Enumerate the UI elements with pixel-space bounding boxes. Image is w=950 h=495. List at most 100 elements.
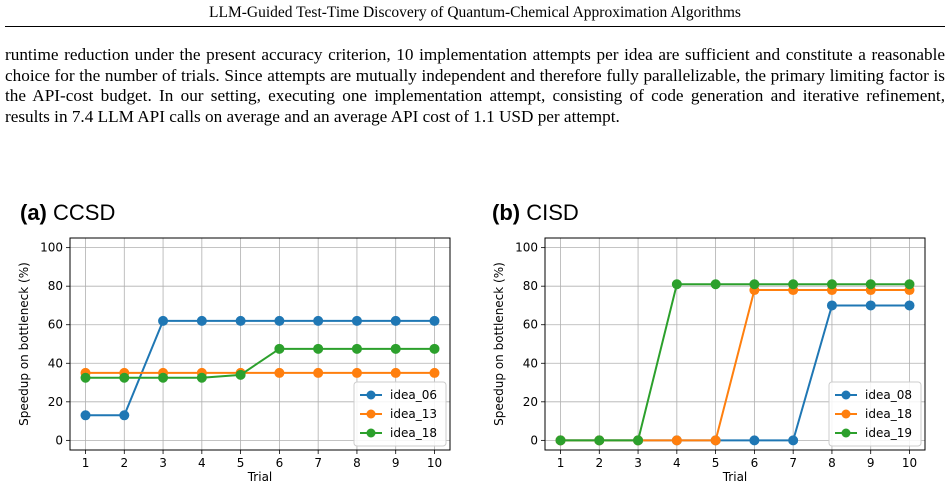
x-tick-label: 10 <box>902 456 917 470</box>
data-point-idea_18 <box>710 435 721 446</box>
data-point-idea_19 <box>633 435 644 446</box>
data-point-idea_19 <box>788 279 799 290</box>
legend-entry-label: idea_18 <box>390 426 437 440</box>
series-line-idea_06 <box>85 319 435 417</box>
data-point-idea_06 <box>119 410 130 421</box>
data-point-idea_18 <box>274 343 285 354</box>
legend: idea_08 idea_18 idea_19 <box>828 381 922 447</box>
plot-frame <box>69 237 451 451</box>
x-tick-label: 8 <box>828 456 836 470</box>
panel-a-label: (a) <box>20 200 47 225</box>
data-point-idea_06 <box>313 315 324 326</box>
y-axis-label: Speedup on bottleneck (%) <box>17 262 31 426</box>
legend-entry-label: idea_19 <box>865 426 912 440</box>
plot-frame <box>544 237 926 451</box>
y-tick-label: 80 <box>48 279 63 293</box>
y-tick-label: 20 <box>523 395 538 409</box>
header-rule <box>5 26 945 27</box>
x-tick-label: 1 <box>82 456 90 470</box>
x-tick-label: 1 <box>557 456 565 470</box>
y-tick-label: 40 <box>48 356 63 370</box>
data-point-idea_06 <box>429 315 440 326</box>
data-point-idea_08 <box>749 435 760 446</box>
y-axis-label: Speedup on bottleneck (%) <box>492 262 506 426</box>
x-tick-label: 5 <box>237 456 245 470</box>
data-point-idea_06 <box>274 315 285 326</box>
x-tick-label: 9 <box>867 456 875 470</box>
data-point-idea_06 <box>390 315 401 326</box>
legend-box <box>353 381 447 447</box>
body-paragraph: runtime reduction under the present accu… <box>5 45 945 126</box>
x-tick-label: 9 <box>392 456 400 470</box>
running-header: LLM-Guided Test-Time Discovery of Quantu… <box>209 4 741 21</box>
data-point-idea_08 <box>904 300 915 311</box>
x-axis-label: Trial <box>247 470 273 484</box>
x-tick-label: 2 <box>120 456 128 470</box>
data-point-idea_13 <box>351 367 362 378</box>
data-point-idea_13 <box>274 367 285 378</box>
legend-swatch-marker <box>366 428 376 438</box>
data-point-idea_19 <box>555 435 566 446</box>
y-tick-label: 20 <box>48 395 63 409</box>
data-point-idea_13 <box>429 367 440 378</box>
data-point-idea_19 <box>904 279 915 290</box>
y-tick-label: 0 <box>55 433 63 447</box>
legend-swatch-marker <box>841 428 851 438</box>
data-point-idea_13 <box>390 367 401 378</box>
data-point-idea_06 <box>351 315 362 326</box>
data-point-idea_18 <box>671 435 682 446</box>
data-point-idea_18 <box>196 372 207 383</box>
y-tick-label: 100 <box>40 241 63 255</box>
data-point-idea_19 <box>594 435 605 446</box>
y-tick-label: 80 <box>523 279 538 293</box>
data-point-idea_19 <box>749 279 760 290</box>
legend-entry-label: idea_13 <box>390 407 437 421</box>
legend-swatch-marker <box>366 409 376 419</box>
data-point-idea_18 <box>313 343 324 354</box>
x-tick-label: 4 <box>673 456 681 470</box>
data-point-idea_19 <box>826 279 837 290</box>
x-tick-label: 3 <box>634 456 642 470</box>
x-tick-label: 5 <box>712 456 720 470</box>
data-point-idea_18 <box>390 343 401 354</box>
legend-entry-label: idea_08 <box>865 388 912 402</box>
panel-b-name: CISD <box>526 200 579 225</box>
y-tick-label: 40 <box>523 356 538 370</box>
legend: idea_06 idea_13 idea_18 <box>353 381 447 447</box>
panel-a-title: (a) CCSD <box>20 200 115 226</box>
data-point-idea_18 <box>351 343 362 354</box>
data-point-idea_06 <box>196 315 207 326</box>
data-point-idea_08 <box>788 435 799 446</box>
series-line-idea_19 <box>560 283 910 442</box>
data-point-idea_18 <box>429 343 440 354</box>
x-tick-label: 7 <box>314 456 322 470</box>
data-point-idea_06 <box>235 315 246 326</box>
x-tick-label: 8 <box>353 456 361 470</box>
series-line-idea_18 <box>85 347 435 379</box>
panel-b-label: (b) <box>492 200 521 225</box>
y-tick-label: 60 <box>523 318 538 332</box>
x-tick-label: 3 <box>159 456 167 470</box>
x-tick-label: 6 <box>276 456 284 470</box>
legend-swatch-marker <box>366 390 376 400</box>
data-point-idea_18 <box>80 372 91 383</box>
data-point-idea_06 <box>158 315 169 326</box>
data-point-idea_19 <box>710 279 721 290</box>
legend-swatch-marker <box>841 390 851 400</box>
data-point-idea_18 <box>235 369 246 380</box>
data-point-idea_19 <box>671 279 682 290</box>
panel-a-name: CCSD <box>53 200 116 225</box>
legend-entry-label: idea_18 <box>865 407 912 421</box>
legend-box <box>828 381 922 447</box>
data-point-idea_06 <box>80 410 91 421</box>
x-tick-label: 4 <box>198 456 206 470</box>
x-tick-label: 7 <box>789 456 797 470</box>
x-tick-label: 2 <box>595 456 603 470</box>
x-axis-label: Trial <box>722 470 748 484</box>
legend-swatch-marker <box>841 409 851 419</box>
data-point-idea_08 <box>826 300 837 311</box>
legend-entry-label: idea_06 <box>390 388 437 402</box>
data-point-idea_08 <box>865 300 876 311</box>
